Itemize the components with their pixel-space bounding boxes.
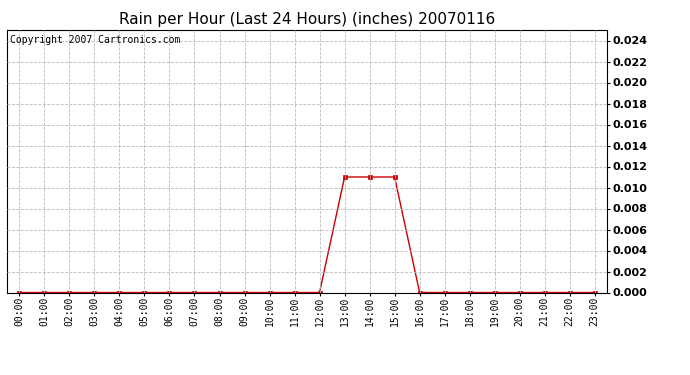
Text: Copyright 2007 Cartronics.com: Copyright 2007 Cartronics.com xyxy=(10,35,180,45)
Title: Rain per Hour (Last 24 Hours) (inches) 20070116: Rain per Hour (Last 24 Hours) (inches) 2… xyxy=(119,12,495,27)
